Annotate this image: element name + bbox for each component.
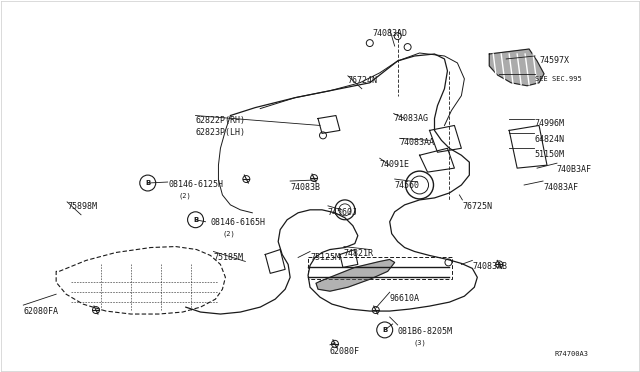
Text: B: B [382, 327, 387, 333]
Text: 74821R: 74821R [344, 248, 374, 257]
Text: 74996M: 74996M [534, 119, 564, 128]
Text: (3): (3) [413, 340, 426, 346]
Circle shape [372, 307, 380, 314]
Circle shape [496, 261, 502, 268]
Text: 62080F: 62080F [330, 347, 360, 356]
Circle shape [93, 307, 99, 314]
Circle shape [243, 176, 250, 183]
Text: 75185M: 75185M [214, 253, 243, 263]
Text: 75125M: 75125M [310, 253, 340, 263]
Text: 74083AD: 74083AD [372, 29, 407, 38]
Text: 74083AA: 74083AA [399, 138, 435, 147]
Text: R74700A3: R74700A3 [555, 351, 589, 357]
Text: 96610A: 96610A [390, 294, 420, 303]
Circle shape [366, 39, 373, 46]
Text: 74560J: 74560J [328, 208, 358, 217]
Circle shape [332, 340, 339, 347]
Circle shape [404, 44, 411, 51]
Text: SEE SEC.995: SEE SEC.995 [535, 76, 582, 82]
Circle shape [310, 174, 317, 182]
Text: 75898M: 75898M [67, 202, 97, 211]
Text: 74083AG: 74083AG [394, 113, 429, 122]
Circle shape [319, 132, 326, 139]
Text: 08146-6125H: 08146-6125H [169, 180, 223, 189]
Text: 51150M: 51150M [534, 150, 564, 159]
Text: 74597X: 74597X [539, 56, 569, 65]
Text: 76724N: 76724N [348, 76, 378, 85]
Text: 62823P(LH): 62823P(LH) [196, 128, 246, 137]
Text: 740B3AF: 740B3AF [557, 165, 592, 174]
Text: (2): (2) [223, 231, 235, 237]
Text: 64824N: 64824N [534, 135, 564, 144]
Text: 08146-6165H: 08146-6165H [211, 218, 266, 227]
Text: 74083AB: 74083AB [472, 262, 508, 272]
Text: B: B [145, 180, 150, 186]
Circle shape [394, 33, 401, 39]
Text: 74091E: 74091E [380, 160, 410, 169]
Polygon shape [489, 49, 544, 86]
Text: 62080FA: 62080FA [23, 307, 58, 316]
Text: 081B6-8205M: 081B6-8205M [397, 327, 452, 336]
Text: (2): (2) [179, 193, 191, 199]
Text: 62822P(RH): 62822P(RH) [196, 116, 246, 125]
Text: 74083AF: 74083AF [543, 183, 578, 192]
Text: B: B [193, 217, 198, 223]
Circle shape [445, 259, 452, 266]
Text: 74083B: 74083B [290, 183, 320, 192]
Bar [308, 257, 452, 279]
Polygon shape [316, 259, 395, 291]
Text: 74560: 74560 [395, 181, 420, 190]
Text: 76725N: 76725N [462, 202, 492, 211]
